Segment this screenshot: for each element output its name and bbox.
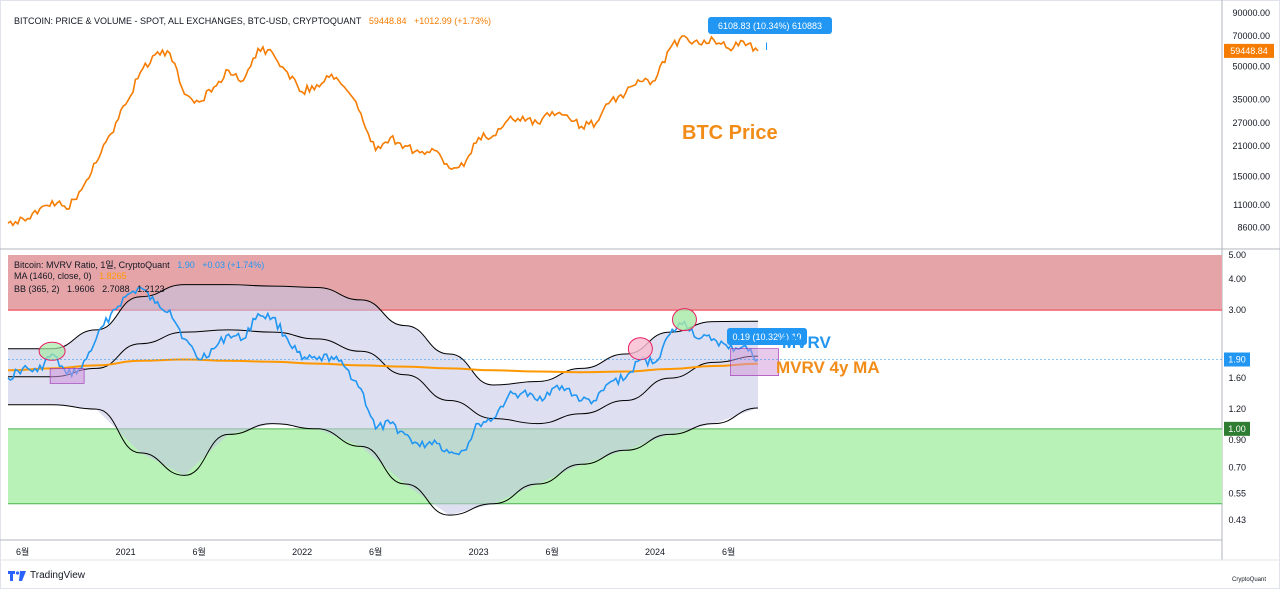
bb-legend-title: BB (365, 2) bbox=[14, 284, 60, 294]
green-highlight-circle bbox=[38, 341, 66, 361]
price-axis-tick-5: 21000.00 bbox=[1232, 141, 1270, 151]
cryptoquant-logo: CryptoQuant bbox=[1232, 577, 1266, 583]
bb-legend-v2: 2.7088 bbox=[102, 284, 130, 294]
time-axis-tick-3: 2022 bbox=[292, 547, 312, 557]
mvrv-axis-tick-0: 5.00 bbox=[1228, 250, 1246, 260]
price-legend: BITCOIN: PRICE & VOLUME - SPOT, ALL EXCH… bbox=[14, 16, 496, 26]
price-axis-tick-1: 70000.00 bbox=[1232, 31, 1270, 41]
time-axis-tick-8: 6월 bbox=[722, 546, 735, 557]
bollinger-lower-line bbox=[7, 404, 759, 516]
mvrv-axis-tick-7: 0.90 bbox=[1228, 435, 1246, 445]
time-axis-tick-4: 6월 bbox=[369, 546, 382, 557]
price-legend-value: 59448.84 bbox=[368, 16, 407, 26]
bb-legend-v1: 1.9606 bbox=[67, 284, 95, 294]
bb-legend-v3: 1.2123 bbox=[137, 284, 165, 294]
bb-legend-line: BB (365, 2) 1.9606 2.7088 1.2123 bbox=[14, 284, 170, 294]
mvrv-axis-tick-5: 1.20 bbox=[1228, 404, 1246, 414]
price-axis-tick-4: 27000.00 bbox=[1232, 118, 1270, 128]
mvrv-axis-tick-2: 3.00 bbox=[1228, 305, 1246, 315]
mvrv-legend-line1: Bitcoin: MVRV Ratio, 1일, CryptoQuant 1.9… bbox=[14, 258, 269, 271]
price-measure-cursor: I bbox=[765, 41, 768, 53]
price-last-value-badge bbox=[1224, 43, 1274, 58]
time-axis-tick-0: 6월 bbox=[16, 546, 29, 557]
mvrv-axis-tick-9: 0.55 bbox=[1228, 488, 1246, 498]
mvrv-ma-label: MVRV 4y MA bbox=[776, 358, 880, 377]
mvrv-measure-text: 0.19 (10.32%) 19 bbox=[732, 332, 801, 342]
ma-legend-title: MA (1460, close, 0) bbox=[14, 271, 92, 281]
time-axis-tick-5: 2023 bbox=[469, 547, 489, 557]
cryptoquant-label: CryptoQuant bbox=[1232, 577, 1267, 583]
mvrv-label: MVRV bbox=[782, 333, 831, 352]
btc-price-line bbox=[7, 35, 759, 227]
time-axis-tick-1: 2021 bbox=[116, 547, 136, 557]
mvrv-axis-tick-10: 0.43 bbox=[1228, 515, 1246, 525]
price-axis-tick-6: 15000.00 bbox=[1232, 172, 1270, 182]
ma-legend-line: MA (1460, close, 0) 1.8265 bbox=[14, 271, 132, 281]
price-measure-text: 6108.83 (10.34%) 610883 bbox=[718, 21, 822, 31]
price-measure-box bbox=[708, 17, 832, 34]
btc-price-label: BTC Price bbox=[682, 122, 778, 144]
green-highlight-circle-2 bbox=[671, 308, 697, 332]
pink-highlight-circle bbox=[627, 337, 653, 361]
bollinger-basis-line bbox=[7, 329, 759, 425]
tradingview-label: TradingView bbox=[30, 570, 86, 581]
mvrv-last-value-badge bbox=[1224, 352, 1250, 367]
purple-highlight-box-2 bbox=[730, 348, 779, 377]
mvrv-axis-tick-8: 0.70 bbox=[1228, 462, 1246, 472]
tradingview-icon bbox=[8, 570, 26, 581]
purple-highlight-box bbox=[49, 368, 85, 384]
mvrv-legend-value: 1.90 bbox=[177, 260, 195, 270]
mvrv-legend-title: Bitcoin: MVRV Ratio, 1일, CryptoQuant bbox=[14, 260, 170, 270]
price-axis-tick-3: 35000.00 bbox=[1232, 94, 1270, 104]
price-last-value-text: 59448.84 bbox=[1230, 46, 1268, 56]
time-axis-tick-2: 6월 bbox=[193, 546, 206, 557]
price-legend-title: BITCOIN: PRICE & VOLUME - SPOT, ALL EXCH… bbox=[14, 16, 362, 26]
price-axis-tick-7: 11000.00 bbox=[1233, 200, 1270, 210]
time-axis-tick-6: 6월 bbox=[545, 546, 558, 557]
price-axis-tick-8: 8600.00 bbox=[1237, 222, 1270, 232]
mvrv-one-text: 1.00 bbox=[1228, 424, 1246, 434]
time-axis-tick-7: 2024 bbox=[645, 547, 665, 557]
mvrv-last-value-text: 1.90 bbox=[1228, 355, 1246, 365]
price-legend-change: +1012.99 (+1.73%) bbox=[413, 16, 492, 26]
mvrv-measure-box bbox=[727, 328, 807, 345]
mvrv-axis-tick-4: 1.60 bbox=[1228, 373, 1246, 383]
mvrv-legend-change: +0.03 (+1.74%) bbox=[202, 260, 265, 270]
mvrv-ratio-line bbox=[7, 286, 759, 456]
price-axis-tick-2: 50000.00 bbox=[1232, 62, 1270, 72]
price-axis-tick-0: 90000.00 bbox=[1232, 8, 1270, 18]
tradingview-logo[interactable]: TradingView bbox=[8, 570, 85, 581]
mvrv-one-badge bbox=[1224, 421, 1250, 436]
bollinger-band-fill bbox=[8, 284, 758, 516]
ma-legend-value: 1.8265 bbox=[99, 271, 127, 281]
mvrv-axis-tick-1: 4.00 bbox=[1228, 274, 1246, 284]
